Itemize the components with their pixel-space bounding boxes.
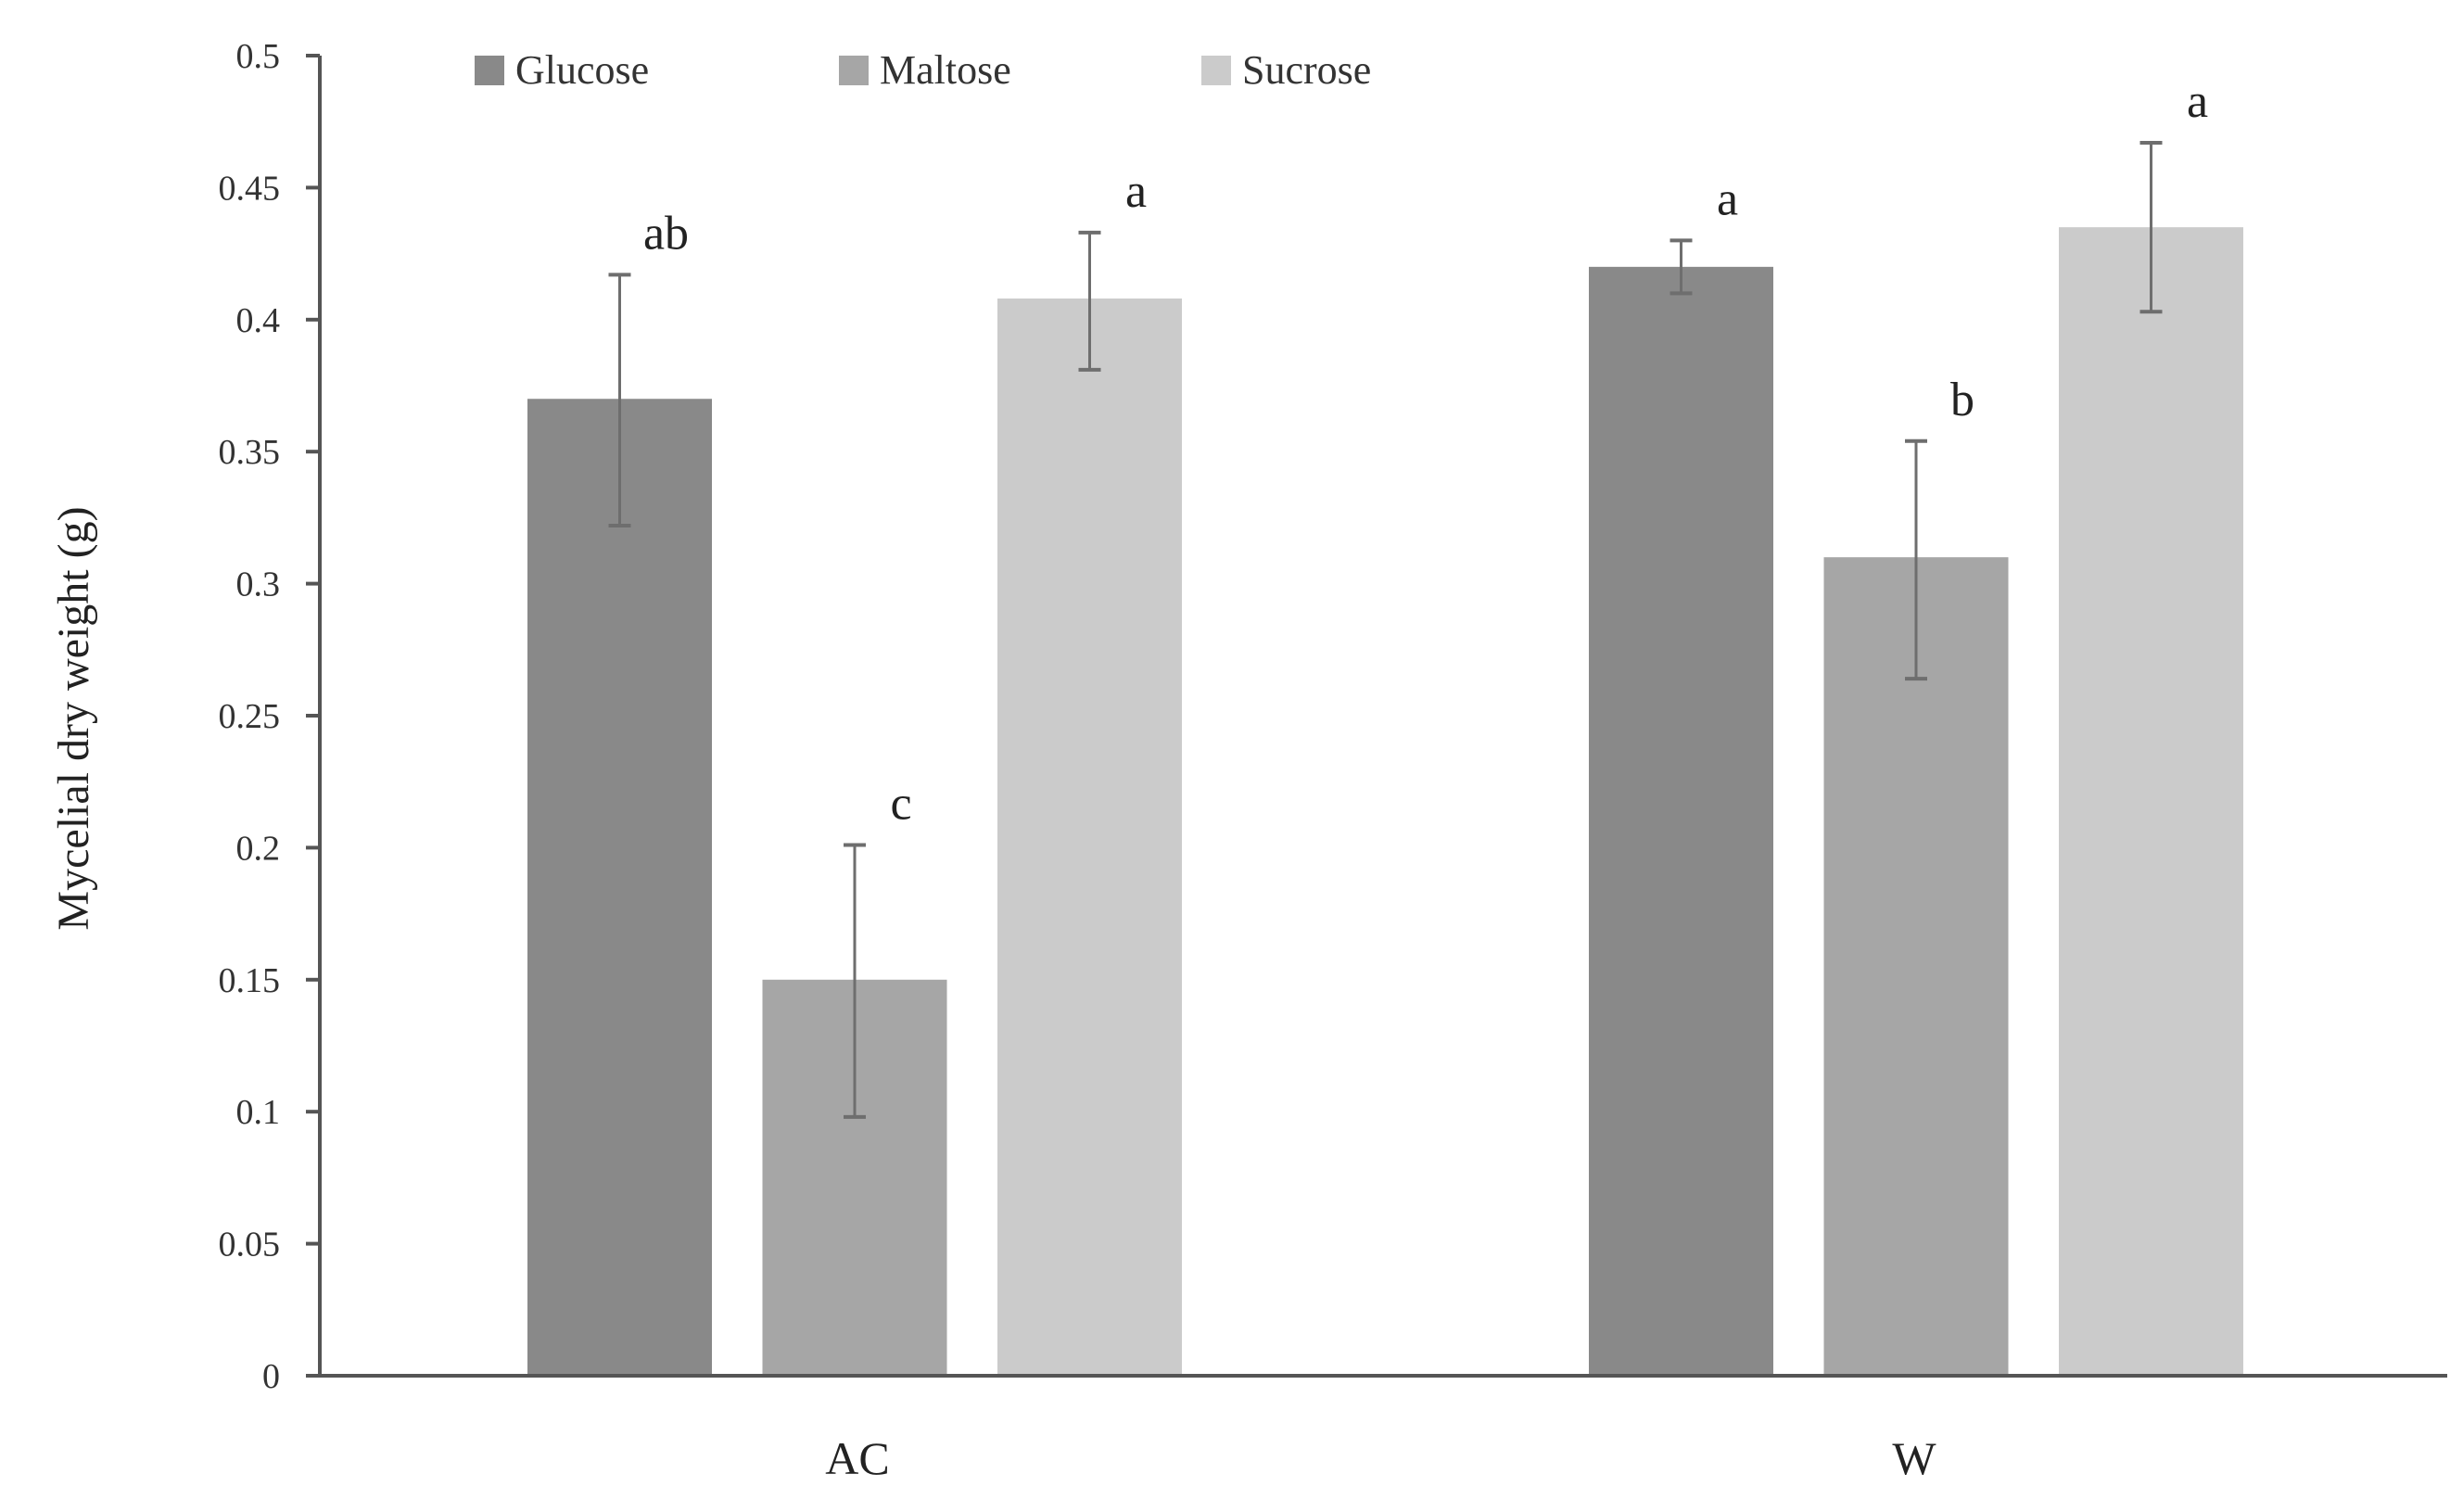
y-tick-label: 0.2 xyxy=(236,829,281,868)
y-tick-label: 0.25 xyxy=(219,697,281,736)
x-axis-labels: AC W xyxy=(825,1432,1936,1484)
y-tick-label: 0.4 xyxy=(236,301,281,340)
x-category-label: W xyxy=(1892,1432,1936,1484)
y-tick-label: 0.1 xyxy=(236,1093,281,1132)
significance-letter: a xyxy=(1717,172,1738,225)
bar-glucose-w xyxy=(1589,266,1773,1377)
y-tick-label: 0 xyxy=(262,1357,280,1396)
y-tick-label: 0.45 xyxy=(219,169,281,208)
bar-sucrose-ac xyxy=(997,299,1182,1376)
y-tick-label: 0.15 xyxy=(219,961,281,1000)
legend-swatch-glucose xyxy=(475,56,504,85)
y-axis-label: Mycelial dry weight (g) xyxy=(49,506,98,930)
legend-label: Maltose xyxy=(880,47,1011,93)
y-axis-ticks: 0 0.05 0.1 0.15 0.2 0.25 0.3 0.35 0.4 0.45 0.5 xyxy=(219,37,320,1396)
y-tick-label: 0.5 xyxy=(236,37,281,76)
legend: Glucose Maltose Sucrose xyxy=(475,47,1371,93)
y-tick-label: 0.05 xyxy=(219,1226,281,1264)
y-tick-label: 0.35 xyxy=(219,433,281,472)
legend-swatch-sucrose xyxy=(1201,56,1231,85)
significance-letter: b xyxy=(1950,374,1974,426)
bar-maltose-w xyxy=(1823,557,2009,1376)
bar-glucose-ac xyxy=(527,399,712,1376)
significance-letter: a xyxy=(2187,75,2208,128)
significance-letter: a xyxy=(1125,165,1147,218)
legend-label: Glucose xyxy=(515,47,649,93)
bar-sucrose-w xyxy=(2059,227,2243,1376)
significance-letter: ab xyxy=(643,207,689,260)
significance-letter: c xyxy=(890,778,911,831)
legend-label: Sucrose xyxy=(1242,47,1371,93)
x-category-label: AC xyxy=(825,1432,889,1484)
legend-swatch-maltose xyxy=(839,56,869,85)
y-tick-label: 0.3 xyxy=(236,565,281,604)
